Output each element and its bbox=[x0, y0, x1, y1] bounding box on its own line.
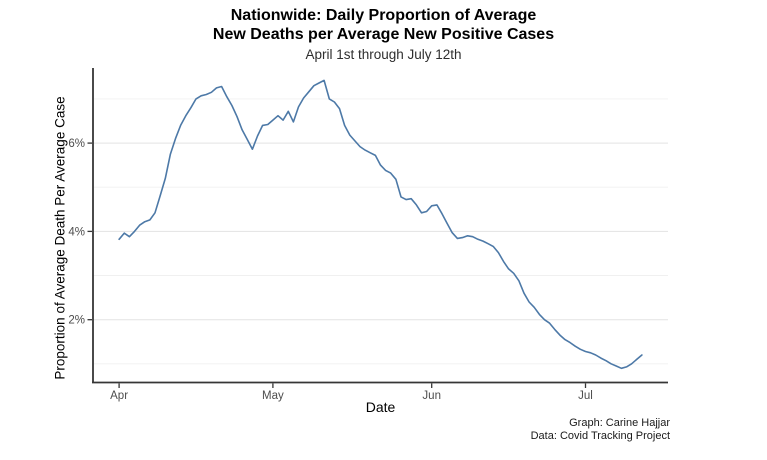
caption: Graph: Carine Hajjar Data: Covid Trackin… bbox=[531, 417, 670, 443]
chart-title: Nationwide: Daily Proportion of Average … bbox=[0, 6, 767, 44]
caption-graph-credit: Graph: Carine Hajjar bbox=[569, 417, 670, 429]
y-tick-label: 4% bbox=[68, 226, 85, 238]
x-tick-label: Jul bbox=[578, 390, 593, 402]
caption-data-credit: Data: Covid Tracking Project bbox=[530, 430, 670, 442]
chart-title-line2: New Deaths per Average New Positive Case… bbox=[212, 26, 555, 43]
x-tick-label: Jun bbox=[422, 390, 441, 402]
x-tick-label: Apr bbox=[110, 390, 128, 402]
x-axis-title: Date bbox=[365, 399, 396, 415]
y-tick-label: 6% bbox=[68, 138, 85, 150]
x-tick-label: May bbox=[262, 390, 284, 402]
chart-subtitle: April 1st through July 12th bbox=[305, 47, 462, 62]
y-tick-label: 2% bbox=[68, 315, 85, 327]
data-line bbox=[118, 79, 643, 370]
chart-title-line1: Nationwide: Daily Proportion of Average bbox=[230, 7, 537, 24]
